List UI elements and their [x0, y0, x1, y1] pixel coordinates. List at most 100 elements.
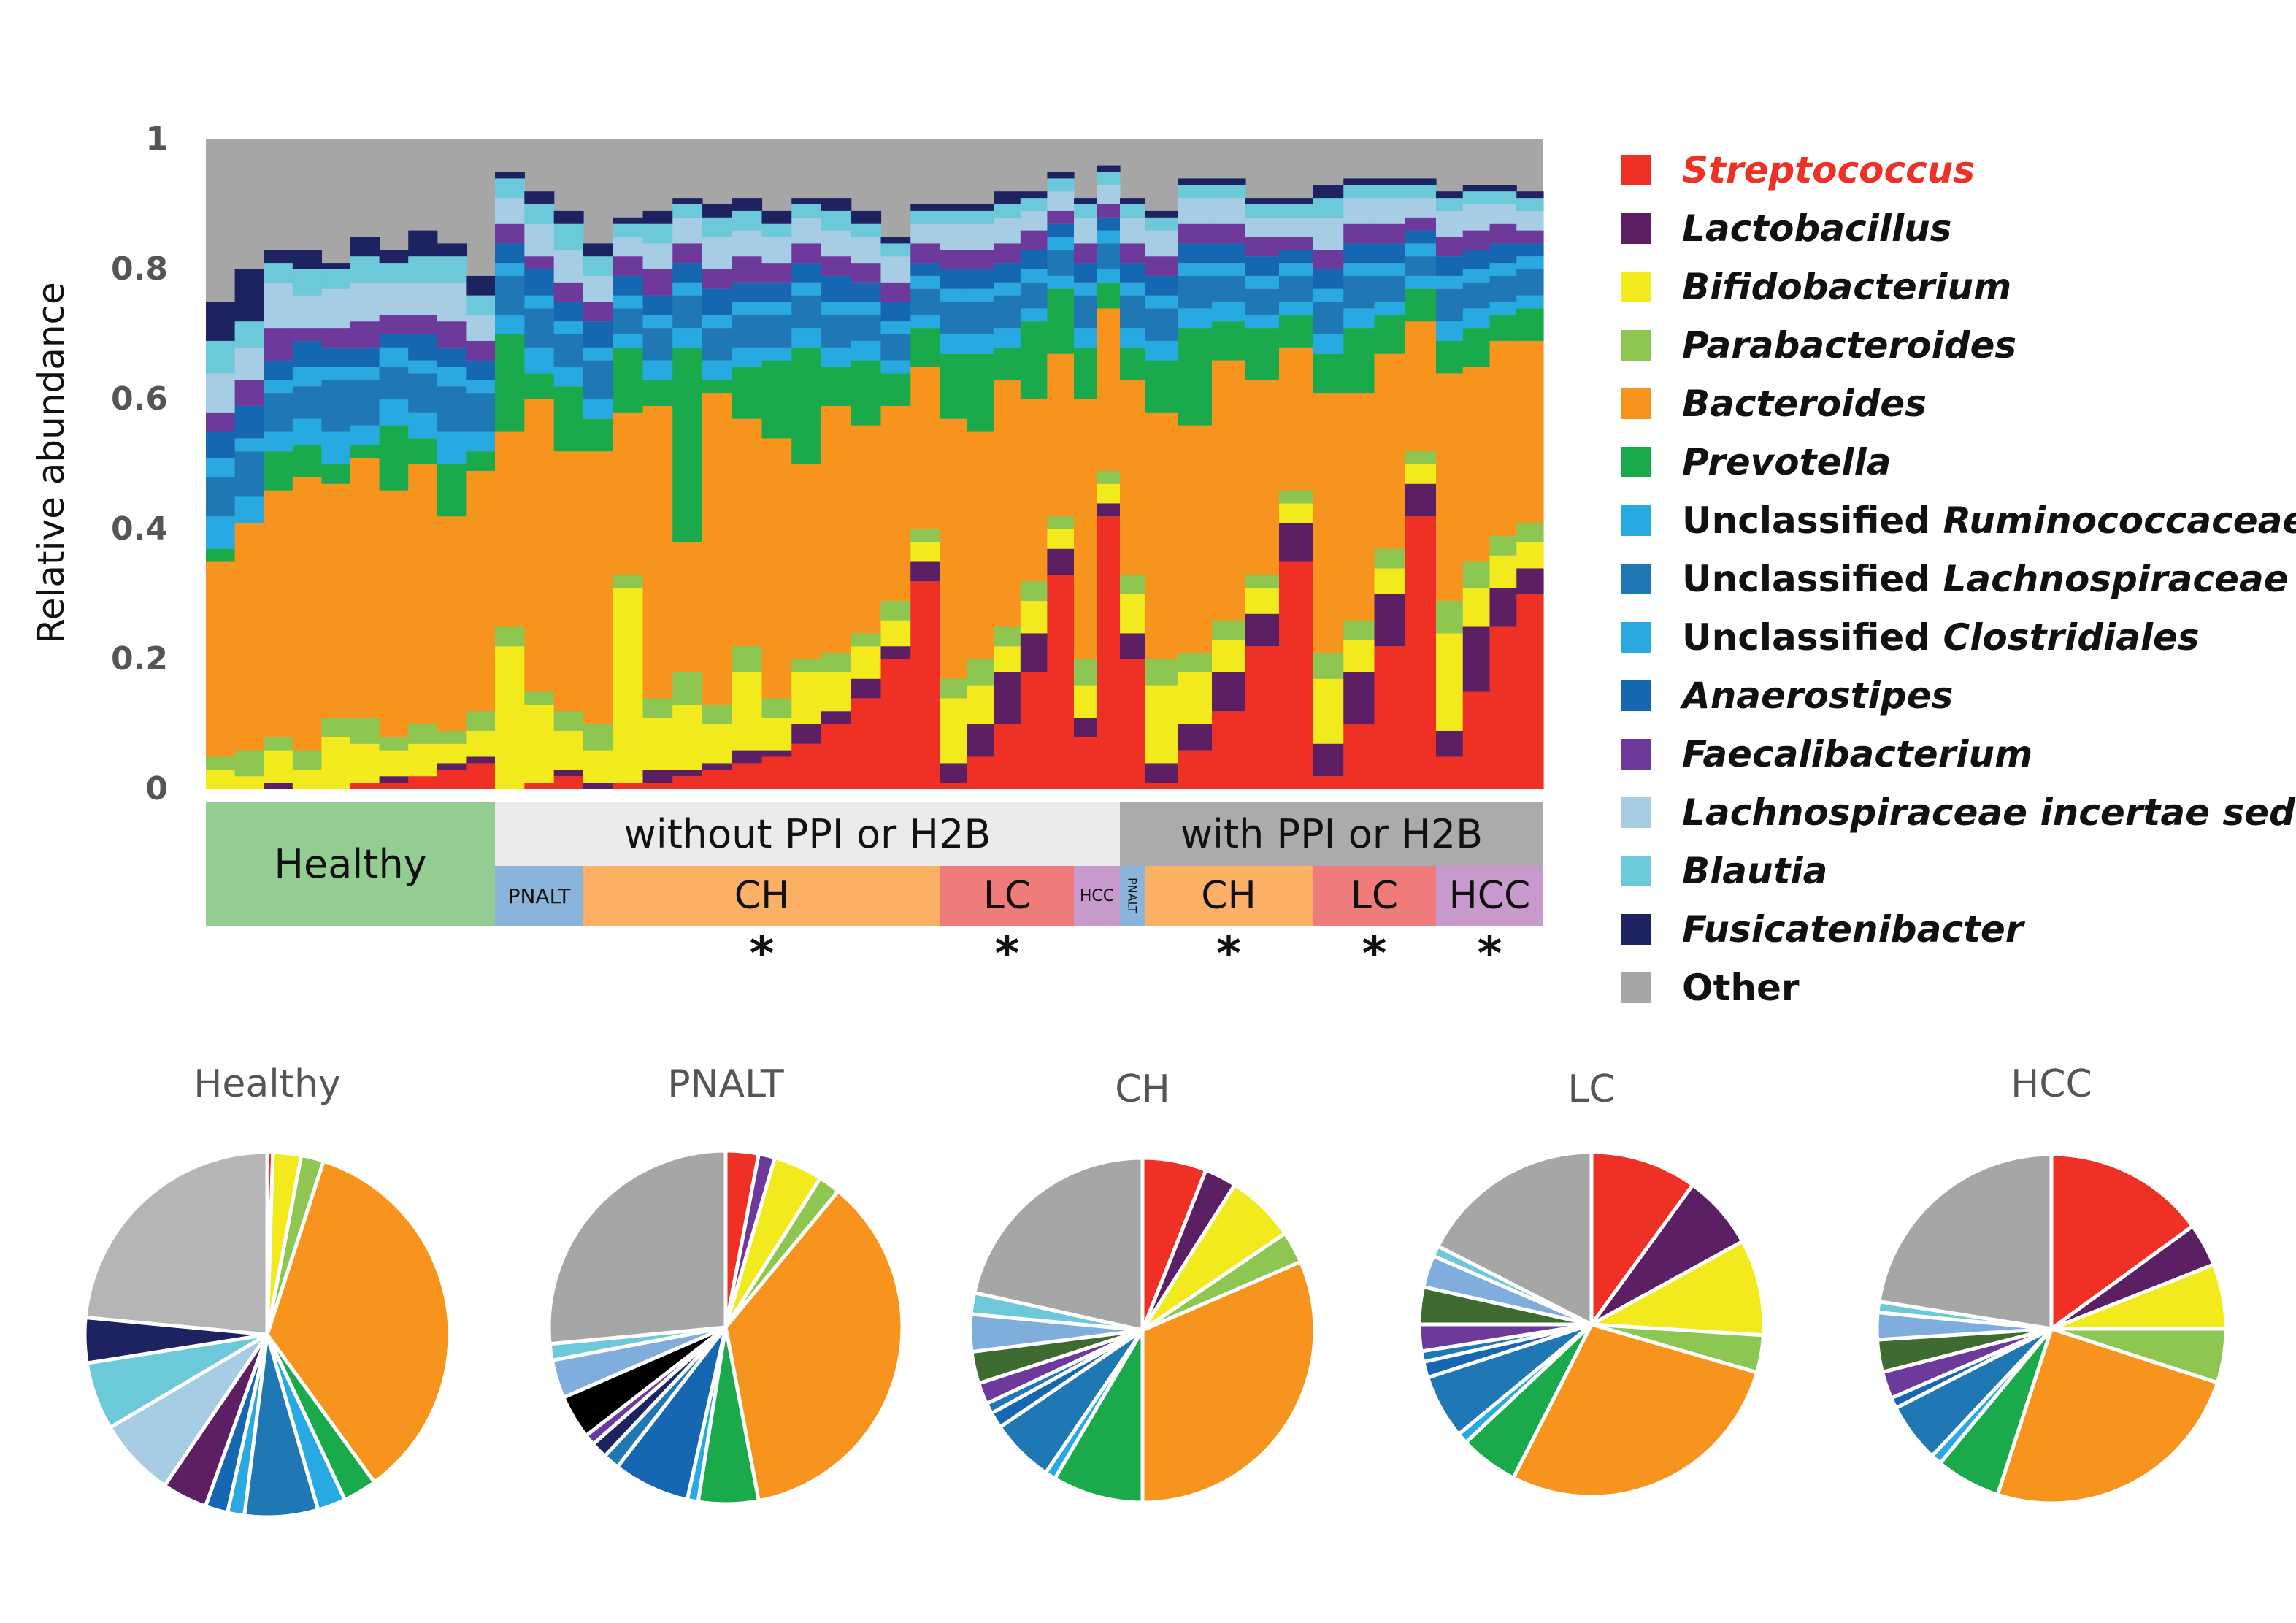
bar-segment-lactobacillus [1374, 594, 1406, 647]
bar-segment-clostridiales [821, 302, 852, 315]
bar-segment-clostridiales [1120, 282, 1145, 296]
bar-segment-lactobacillus [1489, 588, 1517, 627]
bar-segment-clostridiales [437, 367, 467, 387]
legend-label: Unclassified Clostridiales [1682, 616, 2200, 659]
bar-segment-streptococcus [1343, 724, 1375, 789]
bar-segment-lachnospiraceae [1020, 282, 1048, 309]
bar-segment-lactobacillus [1436, 730, 1464, 757]
legend-swatch [1621, 213, 1651, 244]
bar-segment-lactobacillus [1120, 633, 1145, 659]
bar-segment-clostridiales [1436, 275, 1464, 289]
legend-label: Unclassified Lachnospiraceae [1682, 558, 2289, 600]
bar-segment-streptococcus [466, 763, 496, 789]
bar-segment-anaerostipes [408, 334, 438, 361]
pie-slice [1052, 1323, 1145, 1505]
bar-segment-bacteroides [437, 516, 467, 731]
bar-segment-lachnospiraceae-incertae-sedis [524, 223, 555, 257]
bar-segment-faecalibacterium [408, 315, 438, 334]
bar-segment-prevotella [495, 334, 525, 432]
bar-segment-prevotella [466, 451, 496, 471]
bar-segment-bacteroides [234, 523, 264, 751]
bar-segment-bifidobacterium [940, 698, 968, 764]
legend-item: Unclassified Clostridiales [1621, 615, 2200, 659]
bar-segment-blautia [761, 223, 792, 237]
significance-asterisk: * [994, 927, 1020, 981]
bar-segment-anaerostipes [821, 275, 852, 302]
bar-segment-prevotella [821, 367, 852, 406]
bar-segment-clostridiales [672, 282, 703, 296]
legend-label: Parabacteroides [1682, 324, 2016, 367]
bar-segment-clostridiales [851, 302, 882, 315]
bar-segment-parabacteroides [910, 529, 941, 542]
bar-segment-bifidobacterium [264, 750, 293, 783]
bar-segment-streptococcus [1047, 575, 1075, 789]
treatment-with: with PPI or H2B [1120, 802, 1543, 866]
bar-segment-blautia [583, 256, 614, 276]
bar-segment-lactobacillus [672, 770, 703, 777]
bar-segment-clostridiales [791, 282, 822, 296]
bar-segment-prevotella [1145, 360, 1179, 413]
bar-segment-anaerostipes [851, 282, 882, 302]
bar-segment-parabacteroides [321, 718, 351, 737]
bar-segment-prevotella [1097, 282, 1121, 309]
bar-segment-bacteroides [761, 438, 792, 699]
bar-segment-ruminococcaceae [1097, 269, 1121, 283]
bar-segment-lachnospiraceae [791, 295, 822, 329]
bar-segment-fusicatenibacter [437, 243, 467, 257]
bar-segment-lachnospiraceae [1516, 269, 1544, 296]
bar-segment-fusicatenibacter [967, 204, 994, 211]
bar-segment-lachnospiraceae-incertae-sedis [791, 217, 822, 244]
bar-segment-bifidobacterium [1313, 678, 1344, 744]
bar-segment-streptococcus [851, 698, 882, 789]
bar-segment-clostridiales [1074, 282, 1098, 296]
bar-segment-ruminococcaceae [1343, 308, 1375, 329]
bar-segment-parabacteroides [642, 698, 673, 718]
bar-segment-lachnospiraceae [495, 275, 525, 315]
bar-segment-anaerostipes [1374, 243, 1406, 264]
bar-segment-parabacteroides [379, 737, 409, 751]
bar-segment-faecalibacterium [1516, 230, 1544, 244]
bar-segment-bacteroides [1212, 360, 1246, 621]
bar-segment-anaerostipes [1212, 243, 1246, 264]
bar-segment-anaerostipes [524, 269, 555, 296]
bar-segment-ruminococcaceae [1020, 308, 1048, 322]
bar-segment-fusicatenibacter [1405, 178, 1437, 185]
bar-segment-clostridiales [732, 302, 763, 315]
bar-segment-ruminococcaceae [821, 347, 852, 367]
bar-segment-faecalibacterium [466, 340, 496, 361]
bar-segment-bacteroides [880, 405, 911, 601]
bar-segment-clostridiales [940, 288, 968, 302]
bar-segment-lachnospiraceae-incertae-sedis [761, 237, 792, 264]
bar-segment-fusicatenibacter [466, 275, 496, 296]
bar-segment-ruminococcaceae [1212, 302, 1246, 322]
bar-segment-bifidobacterium [1047, 529, 1075, 549]
bar-segment-lachnospiraceae [702, 328, 733, 361]
bar-segment-bacteroides [910, 367, 941, 529]
bar-segment-faecalibacterium [1178, 223, 1213, 244]
bar-segment-fusicatenibacter [206, 302, 236, 341]
bar-segment-lachnospiraceae-incertae-sedis [1020, 210, 1048, 231]
bar-segment-anaerostipes [1405, 230, 1437, 244]
bar-segment-prevotella [1462, 328, 1491, 367]
bar-segment-ruminococcaceae [1120, 328, 1145, 348]
bar-segment-faecalibacterium [1462, 230, 1491, 250]
bar-segment-faecalibacterium [264, 328, 293, 361]
bar-segment-lachnospiraceae [613, 308, 644, 334]
bar-segment-parabacteroides [1178, 653, 1213, 672]
bar-segment-blautia [642, 223, 673, 244]
bar-segment-streptococcus [910, 581, 941, 789]
bar-segment-lachnospiraceae [967, 302, 994, 334]
bar-segment-lachnospiraceae-incertae-sedis [821, 230, 852, 257]
bar-segment-faecalibacterium [672, 243, 703, 264]
bar-segment-bacteroides [940, 418, 968, 679]
bar-segment-blautia [234, 321, 264, 348]
bar-segment-anaerostipes [613, 275, 644, 296]
bar-segment-parabacteroides [1212, 620, 1246, 640]
bar-segment-faecalibacterium [851, 263, 882, 283]
bar-segment-ruminococcaceae [437, 431, 467, 464]
legend-item: Prevotella [1621, 440, 1891, 484]
bar-segment-lachnospiraceae-incertae-sedis [910, 223, 941, 244]
legend-label-name: Parabacteroides [1682, 324, 2017, 367]
bar-segment-prevotella [1020, 321, 1048, 399]
bar-segment-parabacteroides [206, 756, 236, 770]
